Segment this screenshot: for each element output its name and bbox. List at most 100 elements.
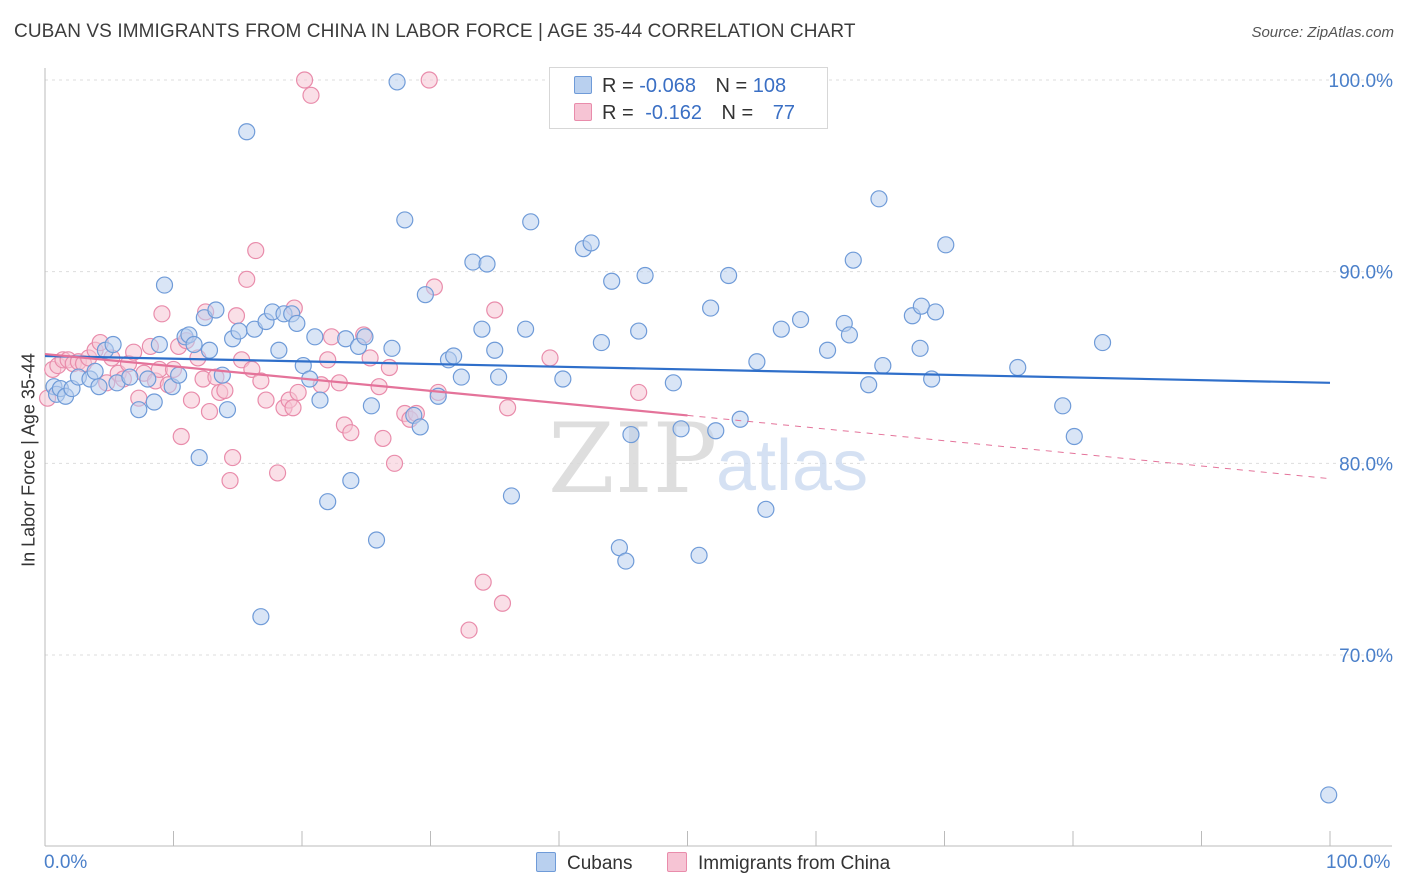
data-point bbox=[844, 251, 862, 269]
data-point bbox=[493, 594, 512, 612]
data-point bbox=[664, 374, 682, 392]
data-point bbox=[230, 322, 248, 340]
data-point bbox=[460, 621, 478, 639]
bottom-legend-label-china: Immigrants from China bbox=[698, 853, 891, 874]
data-point bbox=[200, 402, 219, 421]
data-point bbox=[288, 314, 306, 333]
data-point bbox=[791, 310, 810, 329]
data-point bbox=[720, 266, 738, 285]
bottom-legend-label-cubans: Cubans bbox=[567, 853, 633, 874]
data-point bbox=[216, 381, 234, 400]
data-point bbox=[130, 401, 148, 419]
series-cubans bbox=[45, 73, 1338, 804]
data-point bbox=[227, 307, 246, 325]
data-point bbox=[473, 320, 491, 338]
data-point bbox=[104, 335, 122, 354]
data-point bbox=[452, 368, 470, 386]
data-point bbox=[1054, 397, 1072, 415]
data-point bbox=[155, 276, 174, 294]
data-point bbox=[499, 399, 517, 417]
data-point bbox=[937, 236, 955, 254]
data-point bbox=[731, 410, 749, 428]
data-point bbox=[445, 347, 463, 365]
y-tick-label: 100.0% bbox=[1329, 71, 1394, 92]
data-point bbox=[218, 401, 237, 419]
data-point bbox=[322, 328, 341, 346]
legend-r-value: -0.068 bbox=[639, 75, 696, 97]
data-point bbox=[170, 366, 188, 384]
data-point bbox=[486, 341, 504, 359]
data-point bbox=[238, 270, 256, 288]
data-point bbox=[221, 471, 239, 490]
watermark-atlas: atlas bbox=[716, 426, 868, 506]
x-tick-label-max: 100.0% bbox=[1326, 852, 1391, 873]
data-point bbox=[342, 424, 360, 442]
data-point bbox=[295, 71, 314, 89]
data-point bbox=[874, 356, 892, 375]
data-point bbox=[502, 487, 521, 505]
data-point bbox=[153, 305, 171, 323]
data-point bbox=[592, 333, 611, 352]
data-point bbox=[190, 448, 208, 467]
data-point bbox=[367, 531, 386, 549]
data-point bbox=[617, 552, 635, 570]
legend-row-china: R = -0.162 N = 77 bbox=[574, 102, 795, 126]
legend-r-value: -0.162 bbox=[645, 102, 702, 124]
data-point bbox=[284, 399, 302, 417]
watermark-zip: ZIP bbox=[548, 403, 717, 515]
bottom-legend-swatch-blue bbox=[536, 852, 556, 872]
data-point bbox=[319, 493, 337, 511]
data-point bbox=[268, 464, 287, 482]
data-point bbox=[342, 471, 360, 490]
x-ticks bbox=[44, 831, 1331, 846]
data-point bbox=[926, 303, 945, 321]
y-tick-label: 80.0% bbox=[1339, 454, 1393, 475]
data-point bbox=[1320, 786, 1338, 804]
data-point bbox=[603, 272, 621, 290]
data-point bbox=[362, 397, 380, 415]
data-point bbox=[541, 349, 559, 367]
data-point bbox=[252, 372, 270, 390]
bottom-legend-swatch-pink bbox=[667, 852, 687, 872]
data-point bbox=[247, 241, 265, 260]
data-point bbox=[464, 253, 482, 271]
data-point bbox=[337, 330, 355, 348]
axes bbox=[44, 68, 1392, 847]
data-point bbox=[630, 383, 648, 402]
legend-r-label: R = bbox=[602, 75, 634, 97]
data-point bbox=[1093, 333, 1112, 352]
legend-swatch-blue bbox=[574, 76, 592, 94]
bottom-legend-china: Immigrants from China bbox=[667, 852, 890, 875]
data-point bbox=[396, 211, 414, 229]
data-point bbox=[238, 123, 256, 141]
data-point bbox=[478, 255, 496, 273]
bottom-legend-cubans: Cubans bbox=[536, 852, 633, 875]
data-point bbox=[416, 286, 434, 304]
data-point bbox=[374, 429, 392, 448]
x-tick-label-min: 0.0% bbox=[44, 852, 88, 873]
data-point bbox=[757, 500, 775, 518]
chart-title: CUBAN VS IMMIGRANTS FROM CHINA IN LABOR … bbox=[14, 21, 856, 42]
data-point bbox=[870, 190, 888, 208]
data-point bbox=[139, 370, 157, 388]
data-point bbox=[224, 448, 242, 467]
data-point bbox=[636, 266, 654, 285]
data-point bbox=[707, 422, 725, 440]
data-point bbox=[385, 454, 404, 472]
data-point bbox=[121, 368, 139, 386]
data-point bbox=[672, 420, 690, 438]
data-point bbox=[125, 343, 143, 361]
data-point bbox=[383, 339, 401, 357]
legend-n-value: 108 bbox=[752, 75, 787, 97]
data-point bbox=[818, 341, 837, 359]
data-point bbox=[270, 341, 288, 359]
data-point bbox=[1009, 358, 1027, 377]
watermark: ZIP atlas bbox=[548, 403, 868, 515]
data-point bbox=[388, 73, 406, 91]
trend-line-cubans bbox=[44, 354, 1331, 384]
data-point bbox=[150, 335, 168, 354]
data-point bbox=[182, 391, 201, 409]
data-point bbox=[319, 351, 337, 369]
y-tick-label: 90.0% bbox=[1339, 263, 1393, 284]
